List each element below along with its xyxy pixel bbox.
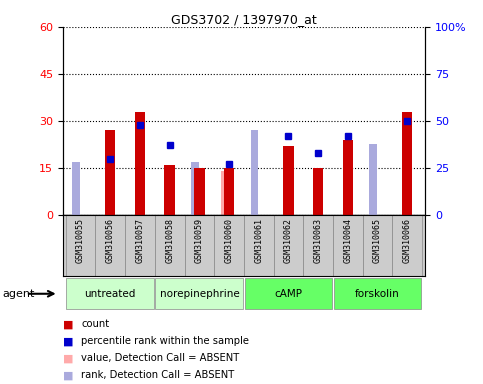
Bar (96, 215, 125, 276)
Text: ■: ■ (63, 370, 73, 380)
Bar (66, 215, 96, 276)
Text: GSM310066: GSM310066 (403, 218, 412, 263)
Text: GSM310058: GSM310058 (165, 218, 174, 263)
Bar (125, 215, 155, 276)
Bar (185, 215, 214, 276)
Text: percentile rank within the sample: percentile rank within the sample (81, 336, 249, 346)
Bar (191, 162, 199, 215)
Bar (363, 215, 392, 276)
Text: count: count (81, 319, 109, 329)
Bar (224, 168, 234, 215)
Bar (105, 131, 115, 215)
Bar (221, 171, 228, 215)
Bar (303, 215, 333, 276)
Text: GSM310055: GSM310055 (76, 218, 85, 263)
Text: norepinephrine: norepinephrine (159, 289, 239, 299)
Text: GSM310059: GSM310059 (195, 218, 204, 263)
Text: GSM310060: GSM310060 (225, 218, 234, 263)
Bar (369, 168, 377, 215)
Bar (244, 215, 273, 276)
Text: value, Detection Call = ABSENT: value, Detection Call = ABSENT (81, 353, 240, 363)
Text: ■: ■ (63, 319, 73, 329)
Bar (392, 215, 422, 276)
Text: GSM310061: GSM310061 (254, 218, 263, 263)
Text: ■: ■ (63, 336, 73, 346)
Bar (191, 171, 199, 215)
Bar (156, 278, 243, 310)
Text: untreated: untreated (85, 289, 136, 299)
Bar (165, 165, 175, 215)
Bar (369, 144, 377, 215)
Bar (402, 112, 412, 215)
Bar (72, 162, 80, 215)
Text: ■: ■ (63, 353, 73, 363)
Text: rank, Detection Call = ABSENT: rank, Detection Call = ABSENT (81, 370, 234, 380)
Bar (135, 112, 145, 215)
Bar (66, 278, 154, 310)
Bar (251, 131, 258, 215)
Bar (283, 146, 294, 215)
Title: GDS3702 / 1397970_at: GDS3702 / 1397970_at (171, 13, 317, 26)
Text: agent: agent (2, 289, 35, 299)
Bar (334, 278, 422, 310)
Bar (313, 168, 323, 215)
Bar (244, 278, 332, 310)
Text: GSM310056: GSM310056 (106, 218, 115, 263)
Text: GSM310064: GSM310064 (343, 218, 352, 263)
Bar (273, 215, 303, 276)
Text: GSM310065: GSM310065 (373, 218, 382, 263)
Bar (214, 215, 244, 276)
Text: cAMP: cAMP (274, 289, 302, 299)
Bar (72, 171, 80, 215)
Text: GSM310057: GSM310057 (136, 218, 144, 263)
Text: forskolin: forskolin (355, 289, 400, 299)
Bar (194, 168, 205, 215)
Bar (155, 215, 185, 276)
Bar (342, 140, 353, 215)
Text: GSM310062: GSM310062 (284, 218, 293, 263)
Text: GSM310063: GSM310063 (313, 218, 323, 263)
Bar (251, 137, 258, 215)
Bar (333, 215, 363, 276)
